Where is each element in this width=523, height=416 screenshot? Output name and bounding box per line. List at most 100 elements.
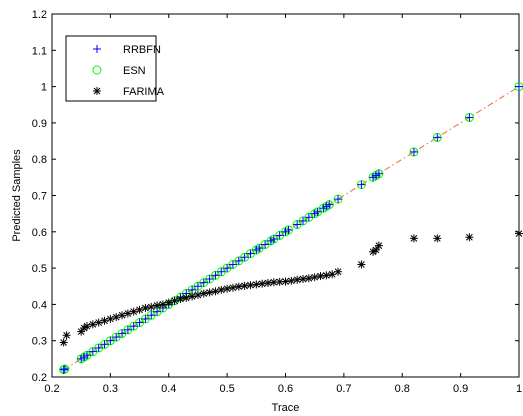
data-point-rrbfn bbox=[255, 244, 264, 253]
data-point-farima bbox=[62, 331, 71, 340]
y-tick-label: 1 bbox=[41, 82, 47, 94]
x-tick-label: 0.6 bbox=[278, 383, 293, 395]
data-point-farima bbox=[287, 276, 296, 285]
data-point-rrbfn bbox=[234, 256, 243, 265]
data-point-rrbfn bbox=[205, 274, 214, 283]
data-point-rrbfn bbox=[211, 271, 220, 280]
axis-ticks: 0.2 0.3 0.4 0.5 0.6 0.7 0.8 0.9 1 0.2 0.3 0.4 0.5 0.6… bbox=[32, 9, 522, 395]
x-tick-label: 0.7 bbox=[336, 383, 351, 395]
y-axis-label: Predicted Samples bbox=[11, 149, 23, 242]
data-point-rrbfn bbox=[240, 253, 249, 262]
data-point-farima bbox=[322, 271, 331, 280]
data-point-rrbfn bbox=[357, 180, 366, 189]
data-point-farima bbox=[515, 229, 523, 238]
data-point-rrbfn bbox=[129, 322, 138, 331]
data-point-rrbfn bbox=[223, 264, 232, 273]
data-point-rrbfn bbox=[433, 133, 442, 142]
data-point-farima bbox=[240, 281, 249, 290]
data-point-rrbfn bbox=[334, 195, 343, 204]
reference-dashdot-line bbox=[63, 86, 520, 371]
data-point-rrbfn bbox=[304, 213, 313, 222]
x-tick-label: 0.5 bbox=[219, 383, 234, 395]
data-point-farima bbox=[310, 273, 319, 282]
y-tick-label: 0.2 bbox=[32, 372, 47, 384]
data-point-rrbfn bbox=[293, 220, 302, 229]
data-point-rrbfn bbox=[100, 340, 109, 349]
data-point-rrbfn bbox=[246, 249, 255, 258]
data-point-farima bbox=[188, 292, 197, 301]
legend-label-esn: ESN bbox=[123, 65, 146, 77]
data-point-rrbfn bbox=[299, 216, 308, 225]
data-point-farima bbox=[205, 288, 214, 297]
data-point-farima bbox=[316, 272, 325, 281]
data-point-farima bbox=[246, 281, 255, 290]
data-point-farima bbox=[153, 301, 162, 310]
data-point-farima bbox=[217, 285, 226, 294]
data-point-farima bbox=[123, 309, 132, 318]
data-point-rrbfn bbox=[275, 231, 284, 240]
reference-line bbox=[63, 86, 520, 371]
data-point-rrbfn bbox=[374, 169, 383, 178]
data-point-rrbfn bbox=[284, 225, 293, 234]
data-point-rrbfn bbox=[193, 282, 202, 291]
data-point-rrbfn bbox=[83, 351, 92, 360]
data-point-rrbfn bbox=[313, 207, 322, 216]
data-point-farima bbox=[263, 278, 272, 287]
data-point-rrbfn bbox=[325, 200, 334, 209]
data-point-rrbfn bbox=[515, 82, 523, 91]
data-point-rrbfn bbox=[88, 347, 97, 356]
data-point-rrbfn bbox=[141, 314, 150, 323]
data-point-farima bbox=[94, 318, 103, 327]
legend-markers bbox=[92, 45, 102, 95]
data-point-farima bbox=[83, 322, 92, 331]
data-point-farima bbox=[357, 260, 366, 269]
data-point-farima bbox=[112, 313, 121, 322]
data-point-farima bbox=[106, 314, 115, 323]
data-point-farima bbox=[211, 287, 220, 296]
data-point-rrbfn bbox=[123, 325, 132, 334]
data-point-farima bbox=[304, 274, 313, 283]
data-point-farima bbox=[374, 241, 383, 250]
data-point-rrbfn bbox=[118, 329, 127, 338]
data-point-farima bbox=[371, 245, 380, 254]
data-point-rrbfn bbox=[135, 318, 144, 327]
data-point-rrbfn bbox=[147, 311, 156, 320]
data-point-farima bbox=[59, 338, 68, 347]
legend-label-farima: FARIMA bbox=[123, 86, 165, 98]
y-tick-label: 0.6 bbox=[32, 227, 47, 239]
data-point-farima bbox=[135, 305, 144, 314]
data-point-rrbfn bbox=[60, 365, 69, 374]
legend: RRBFN ESN FARIMA bbox=[65, 35, 165, 102]
data-point-rrbfn bbox=[59, 365, 68, 374]
legend-marker-farima bbox=[93, 87, 101, 95]
data-point-rrbfn bbox=[217, 267, 226, 276]
data-point-rrbfn bbox=[106, 336, 115, 345]
data-point-farima bbox=[129, 307, 138, 316]
y-tick-label: 0.9 bbox=[32, 118, 47, 130]
data-point-farima bbox=[228, 283, 237, 292]
data-point-rrbfn bbox=[261, 240, 270, 249]
y-tick-label: 0.8 bbox=[32, 154, 47, 166]
data-point-rrbfn bbox=[94, 343, 103, 352]
data-marks bbox=[59, 82, 523, 375]
x-tick-label: 0.2 bbox=[44, 383, 59, 395]
data-point-rrbfn bbox=[269, 235, 278, 244]
data-point-farima bbox=[158, 300, 167, 309]
x-tick-label: 0.8 bbox=[395, 383, 410, 395]
series-farima bbox=[59, 229, 523, 347]
data-point-farima bbox=[293, 275, 302, 284]
data-point-farima bbox=[118, 311, 127, 320]
legend-label-rrbfn: RRBFN bbox=[123, 44, 161, 56]
data-point-farima bbox=[409, 234, 418, 243]
y-tick-label: 0.7 bbox=[32, 191, 47, 203]
y-tick-label: 1.2 bbox=[32, 9, 47, 21]
data-point-farima bbox=[147, 302, 156, 311]
x-axis-label: Trace bbox=[272, 402, 300, 414]
data-point-farima bbox=[176, 294, 185, 303]
data-point-rrbfn bbox=[409, 147, 418, 156]
data-point-farima bbox=[100, 316, 109, 325]
data-point-farima bbox=[141, 304, 150, 313]
data-point-farima bbox=[164, 298, 173, 307]
data-point-farima bbox=[433, 234, 442, 243]
